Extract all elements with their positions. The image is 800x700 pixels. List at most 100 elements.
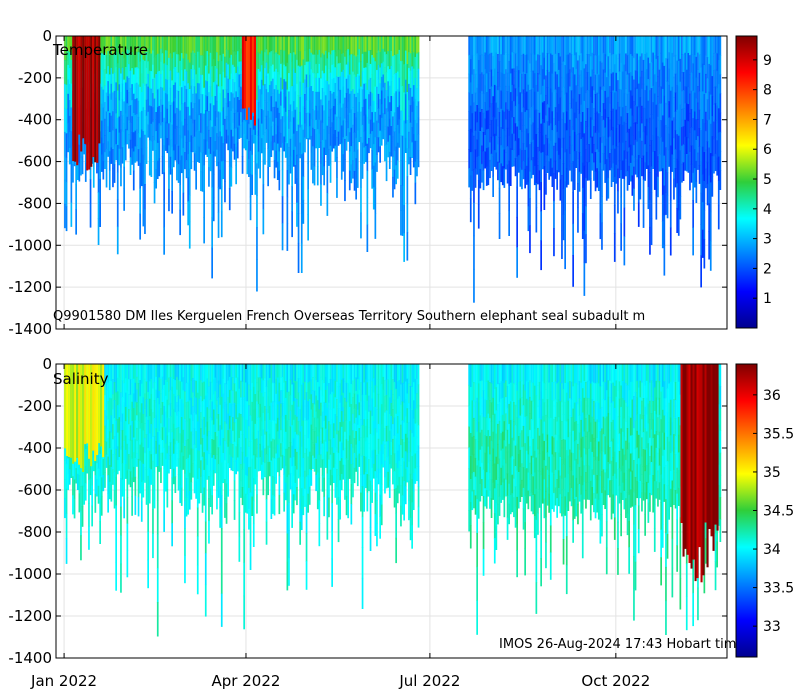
- salinity-profile-cell: [474, 439, 477, 459]
- salinity-profile-cell: [267, 478, 269, 496]
- salinity-profile-cell: [477, 402, 480, 423]
- temperature-profile-cell: [115, 128, 117, 145]
- temperature-profile-cell: [236, 36, 239, 52]
- temperature-profile-cell: [658, 36, 661, 54]
- temperature-profile-cell: [182, 125, 185, 149]
- salinity-profile-cell: [404, 486, 407, 505]
- temperature-profile-cell: [172, 150, 175, 168]
- temperature-profile-cell: [214, 96, 217, 112]
- salinity-profile-cell: [323, 496, 325, 517]
- temperature-profile-cell: [580, 53, 582, 71]
- temperature-profile-cell: [652, 69, 654, 87]
- temperature-profile-cell: [110, 51, 113, 69]
- temperature-profile-cell: [492, 96, 494, 117]
- temperature-profile-cell: [273, 71, 276, 90]
- salinity-profile-cell: [308, 381, 311, 400]
- temperature-profile-cell: [613, 205, 616, 234]
- salinity-profile-cell: [174, 380, 177, 397]
- salinity-profile-cell: [276, 364, 279, 378]
- salinity-profile-cell: [153, 418, 156, 437]
- salinity-profile-cell: [155, 453, 157, 468]
- temperature-profile-cell: [281, 169, 284, 197]
- salinity-profile-cell: [299, 499, 301, 523]
- temperature-profile-cell: [382, 36, 385, 50]
- temperature-profile-cell: [152, 107, 154, 123]
- temperature-profile-cell: [161, 122, 164, 140]
- temperature-profile-cell: [128, 78, 130, 93]
- salinity-profile-cell: [240, 464, 242, 482]
- temperature-profile-cell: [588, 36, 590, 55]
- temperature-profile-cell: [155, 112, 157, 132]
- salinity-profile-cell: [291, 364, 293, 385]
- salinity-profile-cell: [307, 456, 309, 476]
- temperature-profile-cell: [647, 100, 650, 123]
- temperature-profile-cell: [384, 67, 386, 84]
- temperature-profile-cell: [195, 36, 197, 56]
- temperature-profile-cell: [128, 64, 130, 79]
- temperature-profile-cell: [163, 36, 165, 64]
- temperature-profile-cell: [631, 135, 634, 156]
- temperature-profile-cell: [148, 105, 151, 124]
- temperature-profile-cell: [554, 160, 557, 179]
- salinity-profile-cell: [169, 416, 172, 430]
- temperature-profile-cell: [489, 36, 491, 55]
- temperature-profile-cell: [514, 105, 517, 124]
- temperature-profile-cell: [674, 149, 677, 169]
- temperature-profile-cell: [124, 67, 127, 83]
- temperature-profile-cell: [617, 190, 619, 214]
- salinity-profile-cell: [216, 382, 218, 401]
- temperature-profile-cell: [326, 125, 329, 149]
- temperature-profile-cell: [532, 36, 534, 54]
- salinity-profile-cell: [153, 382, 156, 401]
- temperature-profile-cell: [198, 36, 201, 53]
- temperature-profile-cell: [468, 73, 470, 94]
- temperature-profile-cell: [70, 59, 73, 85]
- temperature-profile-cell: [116, 172, 119, 200]
- temperature-profile-cell: [270, 126, 273, 142]
- temperature-profile-cell: [232, 93, 234, 109]
- temperature-profile-cell: [273, 142, 276, 161]
- temperature-profile-cell: [697, 136, 699, 154]
- temperature-profile-cell: [380, 117, 383, 132]
- temperature-profile-cell: [118, 36, 121, 53]
- temperature-profile-cell: [490, 36, 493, 54]
- temperature-profile-cell: [265, 36, 268, 50]
- temperature-profile-cell: [380, 63, 383, 78]
- salinity-profile-cell: [224, 402, 226, 423]
- temperature-profile-cell: [416, 105, 418, 124]
- temperature-profile-cell: [395, 36, 397, 55]
- temperature-profile-cell: [629, 162, 632, 182]
- temperature-profile-cell: [147, 124, 149, 138]
- temperature-profile-cell: [513, 68, 515, 86]
- temperature-profile-cell: [577, 60, 579, 86]
- salinity-profile-cell: [107, 493, 109, 513]
- temperature-profile-cell: [583, 100, 586, 134]
- temperature-profile-cell: [484, 52, 486, 70]
- temperature-profile-cell: [535, 60, 538, 86]
- salinity-profile-cell: [384, 476, 386, 494]
- temperature-profile-cell: [485, 54, 488, 74]
- temperature-profile-cell: [541, 69, 544, 87]
- temperature-profile-cell: [168, 167, 170, 190]
- temperature-profile-cell: [369, 36, 372, 51]
- salinity-profile-cell: [273, 420, 276, 440]
- temperature-profile-cell: [393, 93, 396, 113]
- salinity-profile-cell: [278, 382, 281, 402]
- temperature-profile-cell: [414, 161, 417, 184]
- salinity-profile-cell: [140, 442, 143, 463]
- salinity-profile-cell: [398, 476, 401, 494]
- temperature-profile-cell: [158, 105, 161, 124]
- temperature-profile-cell: [655, 150, 658, 174]
- temperature-profile-cell: [355, 178, 357, 200]
- temperature-profile-cell: [412, 117, 415, 135]
- temperature-profile-cell: [67, 108, 69, 124]
- salinity-profile-cell: [332, 393, 335, 409]
- temperature-profile-cell: [519, 36, 522, 56]
- salinity-profile-cell: [267, 462, 269, 479]
- salinity-profile-cell: [80, 510, 82, 536]
- temperature-profile-cell: [682, 54, 685, 73]
- temperature-profile-cell: [302, 153, 305, 177]
- temperature-profile-cell: [355, 97, 357, 118]
- temperature-profile-cell: [257, 36, 260, 53]
- salinity-profile-cell: [196, 536, 199, 566]
